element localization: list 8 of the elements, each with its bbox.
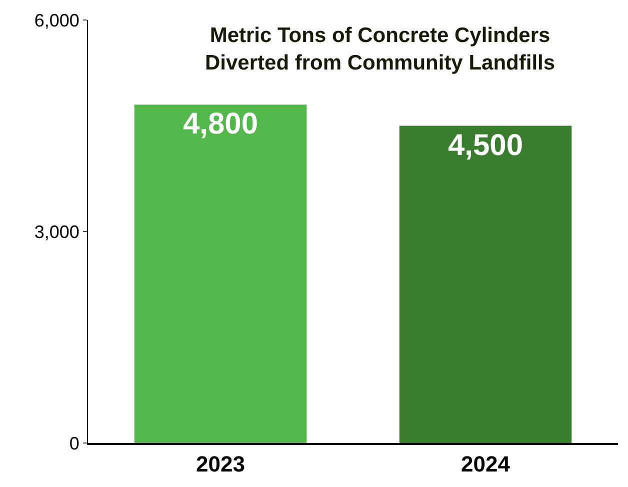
text: Metric Tons of Concrete Cylinders Diverted from Community Landfills: [205, 24, 556, 74]
data-label: 4,800: [182, 108, 258, 141]
x-tick-label: 2024: [461, 451, 511, 476]
y-tick-label: 3,000: [34, 222, 80, 242]
y-tick-label: 0: [69, 433, 80, 454]
y-tick-label: 6,000: [34, 10, 80, 30]
x-tick-label: 2023: [196, 451, 245, 476]
data-label: 4,500: [448, 128, 524, 162]
